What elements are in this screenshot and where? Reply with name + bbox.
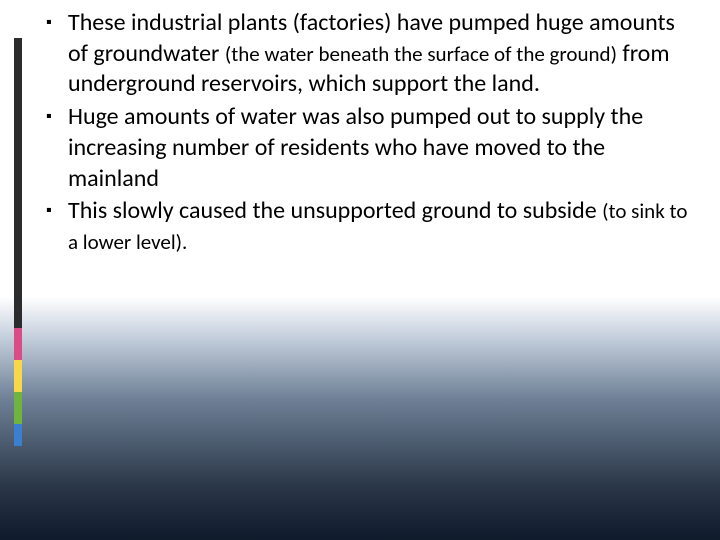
bullet-item: These industrial plants (factories) have… (40, 8, 692, 100)
bullet-text-paren: (the water beneath the surface of the gr… (225, 41, 617, 67)
accent-seg-4 (14, 392, 22, 424)
bullet-text-pre: This slowly caused the unsupported groun… (68, 196, 602, 225)
accent-seg-2 (14, 328, 22, 360)
accent-seg-1 (14, 38, 22, 328)
bullet-item: Huge amounts of water was also pumped ou… (40, 102, 692, 194)
bullet-list: These industrial plants (factories) have… (40, 8, 692, 258)
accent-seg-3 (14, 360, 22, 392)
content-area: These industrial plants (factories) have… (40, 8, 692, 260)
accent-seg-5 (14, 424, 22, 446)
accent-bar (14, 38, 22, 446)
bullet-text-pre: Huge amounts of water was also pumped ou… (68, 102, 643, 192)
slide: These industrial plants (factories) have… (0, 0, 720, 540)
bullet-item: This slowly caused the unsupported groun… (40, 196, 692, 257)
